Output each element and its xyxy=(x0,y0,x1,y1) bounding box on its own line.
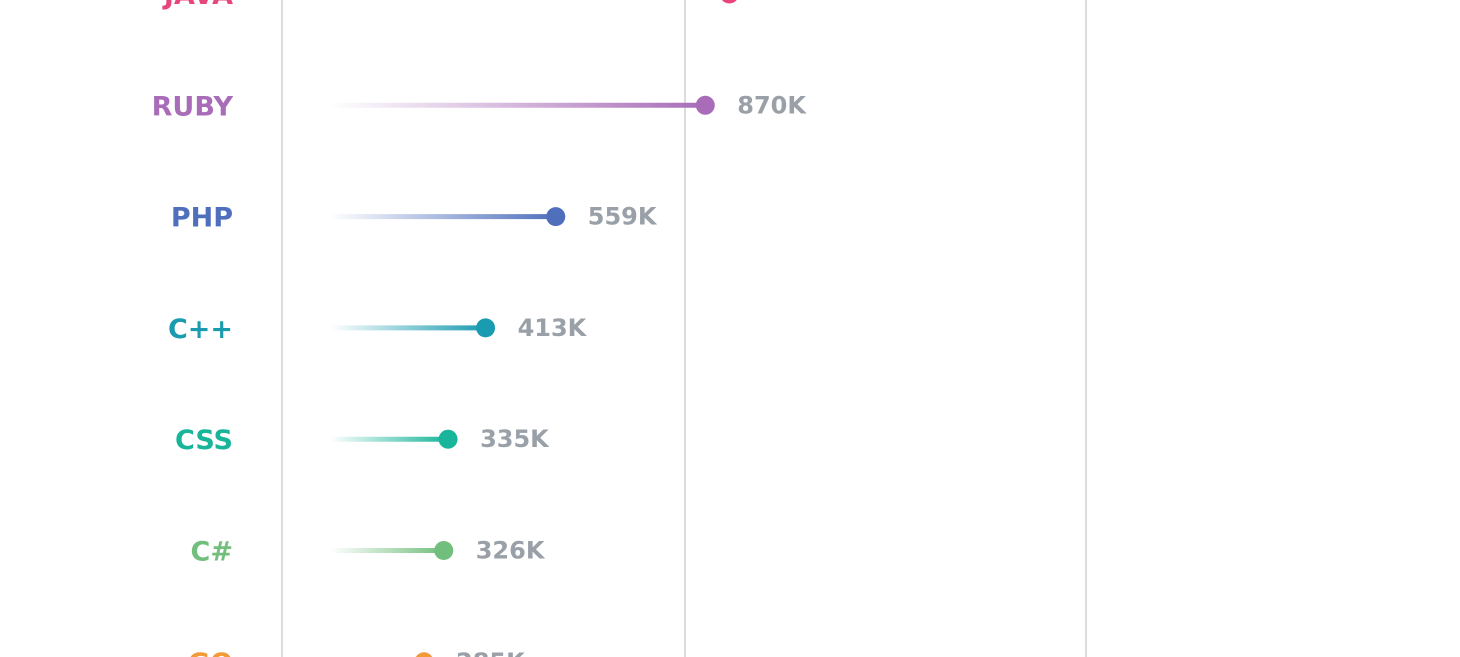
value-label: 335K xyxy=(480,425,550,453)
chart-rows: JAVA RUBY 870K PHP 559K C++ 413K CSS 335K C# 326K G… xyxy=(152,0,808,657)
gridlines xyxy=(281,0,1087,657)
row-6: GO 285K xyxy=(188,648,526,657)
category-label: RUBY xyxy=(152,91,234,122)
lollipop-dot xyxy=(476,318,496,338)
lollipop-dot xyxy=(438,429,458,449)
value-label: 413K xyxy=(518,314,588,342)
row-3: C++ 413K xyxy=(168,314,588,345)
row-5: C# 326K xyxy=(191,537,546,568)
value-label: 559K xyxy=(588,203,658,231)
row-1: RUBY 870K xyxy=(152,91,808,122)
lollipop-dot xyxy=(434,541,454,560)
row-2: PHP 559K xyxy=(171,203,658,234)
category-label: PHP xyxy=(171,203,233,234)
value-label: 285K xyxy=(456,648,526,657)
category-label: C++ xyxy=(168,314,233,345)
lollipop-dot xyxy=(695,95,715,115)
category-label: JAVA xyxy=(162,0,233,11)
row-4: CSS 335K xyxy=(175,425,550,456)
value-label: 870K xyxy=(737,91,807,119)
lollipop-dot xyxy=(721,0,737,4)
lollipop-dot xyxy=(546,207,566,227)
category-label: C# xyxy=(191,537,233,568)
lollipop-dot xyxy=(415,652,433,657)
value-label: 326K xyxy=(476,537,546,565)
category-label: CSS xyxy=(175,425,233,456)
row-0: JAVA xyxy=(162,0,737,11)
category-label: GO xyxy=(188,648,233,657)
